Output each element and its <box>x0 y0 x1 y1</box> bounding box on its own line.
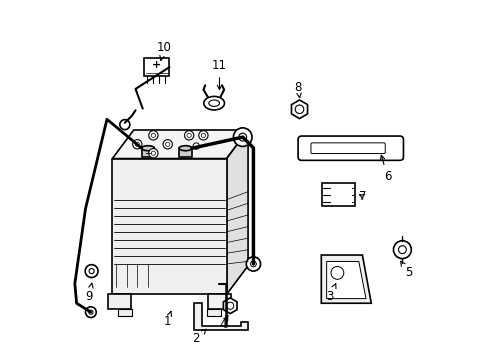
FancyBboxPatch shape <box>298 136 403 160</box>
Bar <box>112 158 226 294</box>
Circle shape <box>250 261 256 267</box>
Circle shape <box>85 307 96 318</box>
Circle shape <box>233 128 251 147</box>
Bar <box>207 294 230 309</box>
Text: 1: 1 <box>163 311 171 328</box>
Circle shape <box>295 105 303 113</box>
Ellipse shape <box>208 100 219 107</box>
Text: +: + <box>152 60 161 70</box>
Circle shape <box>184 131 193 140</box>
Circle shape <box>85 265 98 278</box>
Circle shape <box>151 133 155 138</box>
Bar <box>206 309 221 316</box>
Circle shape <box>132 140 142 149</box>
Text: 6: 6 <box>380 155 390 183</box>
Circle shape <box>226 302 233 309</box>
Polygon shape <box>291 100 307 118</box>
Bar <box>142 148 154 157</box>
Polygon shape <box>321 255 370 303</box>
Text: 8: 8 <box>294 81 301 98</box>
Bar <box>118 309 132 316</box>
Circle shape <box>246 257 260 271</box>
Text: 4: 4 <box>219 315 228 331</box>
Circle shape <box>135 142 139 147</box>
Circle shape <box>89 269 94 274</box>
Bar <box>108 294 131 309</box>
Text: −: − <box>144 149 151 158</box>
Circle shape <box>201 133 205 138</box>
Circle shape <box>398 246 406 253</box>
Circle shape <box>330 266 343 279</box>
Text: 5: 5 <box>400 261 412 279</box>
Ellipse shape <box>179 146 192 151</box>
Text: 9: 9 <box>85 283 93 303</box>
Bar <box>179 148 192 157</box>
Circle shape <box>120 120 130 130</box>
Polygon shape <box>223 298 237 314</box>
Circle shape <box>186 133 191 138</box>
Bar <box>143 58 169 76</box>
Circle shape <box>165 142 169 147</box>
Polygon shape <box>112 130 247 158</box>
Circle shape <box>198 131 207 140</box>
Text: 2: 2 <box>192 329 205 346</box>
Circle shape <box>88 310 93 314</box>
Polygon shape <box>226 130 247 294</box>
Ellipse shape <box>142 146 154 151</box>
Circle shape <box>193 143 199 149</box>
Text: 11: 11 <box>212 59 226 90</box>
Circle shape <box>163 140 172 149</box>
Polygon shape <box>194 303 247 330</box>
Text: 3: 3 <box>326 284 335 303</box>
Text: 10: 10 <box>156 41 171 60</box>
Circle shape <box>151 151 155 156</box>
Circle shape <box>238 133 246 141</box>
FancyBboxPatch shape <box>310 143 385 154</box>
Text: 7: 7 <box>358 190 366 203</box>
Circle shape <box>148 131 158 140</box>
Circle shape <box>148 149 158 158</box>
Ellipse shape <box>203 96 224 110</box>
FancyBboxPatch shape <box>321 183 354 206</box>
Circle shape <box>393 241 410 258</box>
Polygon shape <box>326 261 365 298</box>
